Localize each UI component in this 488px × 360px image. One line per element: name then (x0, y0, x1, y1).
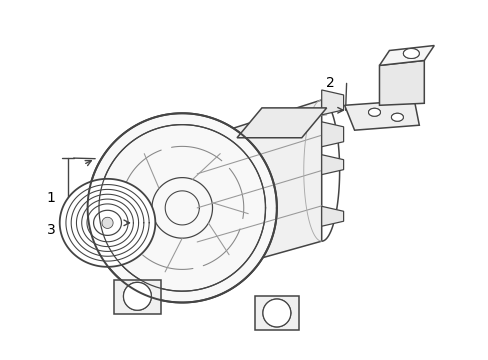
Polygon shape (197, 100, 321, 276)
Polygon shape (368, 108, 380, 116)
Polygon shape (102, 217, 113, 228)
Polygon shape (344, 100, 419, 130)
Polygon shape (263, 299, 290, 327)
Polygon shape (237, 108, 326, 138)
Text: 3: 3 (47, 223, 56, 237)
Polygon shape (113, 280, 161, 314)
Text: 1: 1 (47, 191, 56, 205)
Polygon shape (379, 60, 424, 105)
Polygon shape (321, 206, 343, 226)
Polygon shape (321, 122, 343, 147)
Polygon shape (403, 49, 419, 58)
Polygon shape (123, 282, 151, 310)
Polygon shape (321, 155, 343, 175)
Polygon shape (60, 179, 155, 267)
Polygon shape (87, 113, 276, 302)
Polygon shape (379, 45, 433, 66)
Polygon shape (390, 113, 403, 121)
Text: 2: 2 (325, 76, 334, 90)
Polygon shape (254, 296, 298, 330)
Polygon shape (321, 90, 343, 115)
